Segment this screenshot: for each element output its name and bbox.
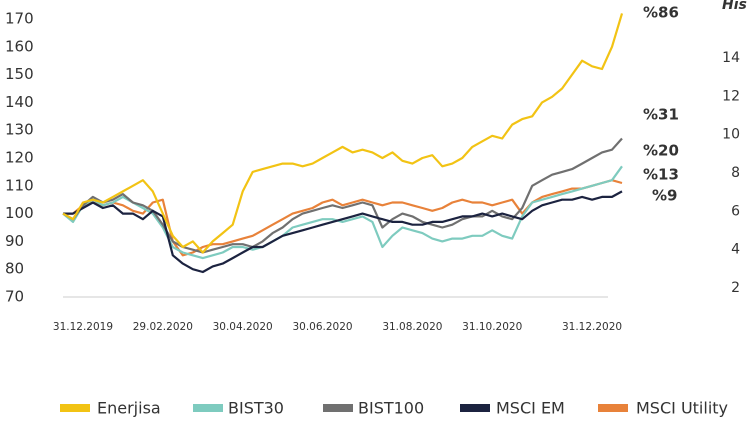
y-tick-label: 150 — [5, 65, 34, 83]
y-tick-label: 2 — [731, 280, 740, 296]
y-tick-label: 140 — [5, 93, 34, 111]
legend-label: MSCI Utility — [636, 399, 728, 418]
legend-label: Enerjisa — [97, 399, 161, 418]
y-tick-label: 8 — [731, 165, 740, 181]
legend-label: BIST100 — [358, 399, 424, 418]
series-line — [62, 165, 623, 260]
end-label: %86 — [643, 4, 679, 22]
y-tick-label: 14 — [722, 50, 740, 66]
y-tick-label: 90 — [5, 232, 24, 250]
x-tick-label: 30.04.2020 — [213, 321, 273, 333]
y-tick-label: 4 — [731, 242, 740, 258]
x-tick-label: 30.06.2020 — [292, 321, 352, 333]
y-tick-label: 10 — [722, 127, 740, 143]
end-label: %20 — [643, 142, 679, 160]
x-tick-label: 31.10.2020 — [462, 321, 522, 333]
end-label: %31 — [643, 106, 679, 124]
x-tick-label: 31.12.2019 — [53, 321, 113, 333]
y-tick-label: 12 — [722, 88, 740, 104]
legend-swatch — [60, 404, 90, 412]
end-label: %13 — [643, 166, 679, 184]
legend-swatch — [193, 404, 223, 412]
y-tick-label: 6 — [731, 203, 740, 219]
legend-swatch — [460, 404, 490, 412]
legend-label: BIST30 — [228, 399, 284, 418]
y-tick-label: 160 — [5, 37, 34, 55]
y-tick-label: 70 — [5, 288, 24, 306]
x-tick-label: 31.08.2020 — [382, 321, 442, 333]
x-tick-label: 31.12.2020 — [562, 321, 622, 333]
chart-title: His — [722, 0, 747, 13]
series-line — [62, 13, 624, 254]
y-tick-label: 100 — [5, 204, 34, 222]
y-tick-label: 80 — [5, 260, 24, 278]
end-label: %9 — [652, 187, 677, 205]
y-tick-label: 120 — [5, 149, 34, 167]
y-tick-label: 130 — [5, 121, 34, 139]
y-tick-label: 170 — [5, 10, 34, 28]
series-line — [63, 179, 623, 257]
series-line — [62, 137, 623, 254]
legend-swatch — [598, 404, 628, 412]
series-line — [63, 190, 623, 274]
legend-label: MSCI EM — [496, 399, 565, 418]
y-tick-label: 110 — [5, 176, 34, 194]
x-tick-label: 29.02.2020 — [133, 321, 193, 333]
legend-swatch — [323, 404, 353, 412]
